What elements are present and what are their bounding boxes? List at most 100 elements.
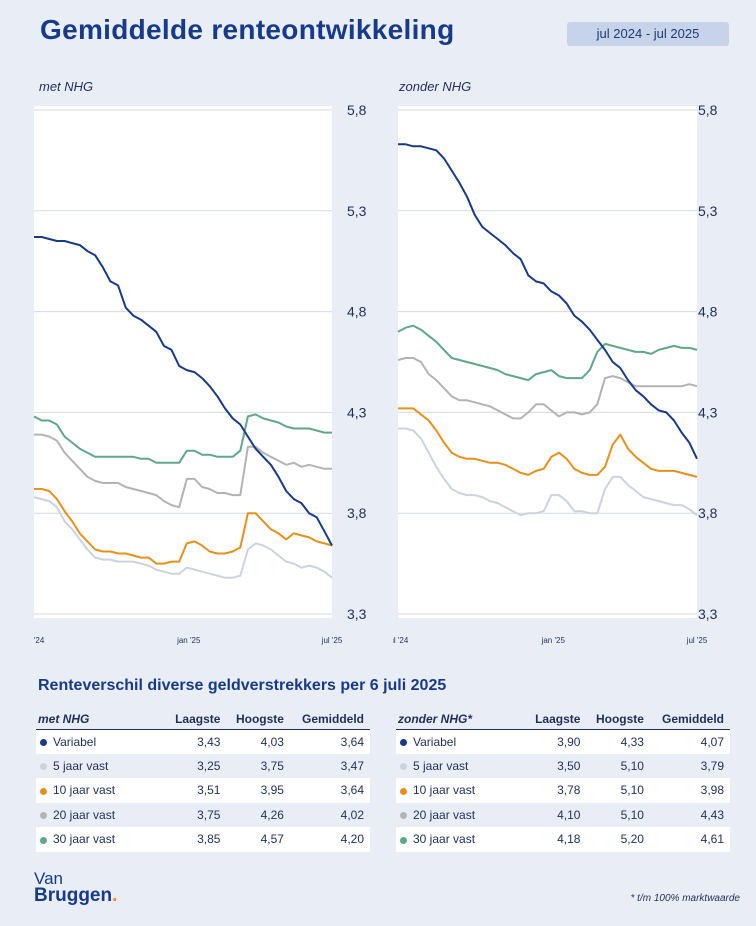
row-label: 5 jaar vast (413, 758, 469, 773)
value-cell: 4,61 (649, 827, 730, 852)
value-cell: 4,18 (526, 827, 587, 852)
series-line-20-jaar-vast (34, 433, 332, 509)
series-line-5-jaar-vast (398, 427, 698, 517)
y-tick-label: 5,3 (698, 203, 718, 219)
series-line-30-jaar-vast (33, 413, 332, 464)
y-tick-label: 4,3 (347, 404, 367, 420)
table-row: 5 jaar vast 3,25 3,75 3,47 (36, 753, 370, 778)
y-tick-label: 3,3 (347, 606, 367, 622)
table-section-title: Renteverschil diverse geldverstrekkers p… (38, 677, 447, 694)
y-tick-label: 3,3 (698, 606, 718, 622)
series-line-20-jaar-vast (397, 357, 698, 420)
value-cell: 4,20 (289, 827, 370, 852)
value-cell: 3,95 (226, 778, 290, 803)
plot-area (398, 106, 697, 618)
y-tick-label: 4,8 (698, 304, 718, 320)
legend-dot-icon (40, 738, 47, 746)
value-cell: 5,10 (586, 778, 650, 803)
value-cell: 4,03 (226, 729, 290, 754)
value-cell: 4,33 (586, 729, 650, 754)
col-hoogste: Hoogste (226, 709, 290, 730)
value-cell: 4,07 (649, 729, 730, 754)
y-tick-label: 3,8 (698, 505, 718, 521)
series-line-30-jaar-vast (397, 324, 698, 382)
value-cell: 3,51 (166, 778, 227, 803)
value-cell: 4,02 (289, 802, 370, 827)
x-tick-label: jan '25 (176, 636, 201, 645)
y-tick-label: 4,8 (347, 304, 367, 320)
chart-met-nhg: 3,3 3,8 4,3 4,8 5,3 5,8 jul '24 jan '25 jul '25 (32, 102, 367, 645)
table-row: 5 jaar vast 3,50 5,10 3,79 (396, 753, 730, 778)
period-badge: jul 2024 - jul 2025 (567, 22, 729, 46)
col-laagste: Laagste (166, 709, 227, 730)
y-tick-label: 5,8 (347, 102, 367, 118)
value-cell: 3,78 (526, 778, 587, 803)
value-cell: 3,50 (526, 753, 587, 778)
row-label: 30 jaar vast (53, 832, 116, 847)
legend-dot-icon (400, 812, 407, 820)
table-label: met NHG (36, 709, 166, 730)
legend-dot-icon (40, 787, 47, 795)
legend-dot-icon (40, 763, 47, 771)
series-line-10-jaar-vast (34, 488, 333, 565)
legend-dot-icon (40, 836, 47, 844)
legend-dot-icon (400, 738, 407, 746)
value-cell: 4,26 (226, 802, 290, 827)
legend-dot-icon (400, 836, 407, 844)
value-cell: 3,98 (649, 778, 730, 803)
series-line-5-jaar-vast (33, 496, 333, 579)
row-label: 10 jaar vast (53, 783, 116, 798)
table-row: Variabel 3,90 4,33 4,07 (396, 729, 730, 754)
y-tick-label: 5,8 (698, 102, 718, 118)
value-cell: 5,10 (586, 802, 650, 827)
value-cell: 3,25 (166, 753, 227, 778)
table-met-nhg: met NHG Laagste Hoogste Gemiddeld Variab… (36, 709, 370, 852)
row-label: 10 jaar vast (413, 783, 476, 798)
value-cell: 3,75 (166, 802, 227, 827)
legend-dot-icon (40, 812, 47, 820)
col-gemiddeld: Gemiddeld (649, 709, 730, 730)
col-hoogste: Hoogste (586, 709, 650, 730)
chart-label-met-nhg: met NHG (39, 79, 94, 94)
value-cell: 3,64 (289, 729, 370, 754)
value-cell: 3,75 (226, 753, 290, 778)
series-line-variabel (34, 236, 333, 546)
table-row: 20 jaar vast 4,10 5,10 4,43 (396, 802, 730, 827)
row-label: 30 jaar vast (413, 832, 476, 847)
plot-area (34, 106, 332, 618)
row-label: 20 jaar vast (413, 807, 476, 822)
value-cell: 3,85 (166, 827, 227, 852)
van-bruggen-logo: Van Bruggen. (34, 869, 118, 906)
y-tick-label: 5,3 (347, 203, 367, 219)
x-tick-label: jul '24 (32, 636, 45, 645)
table-row: 20 jaar vast 3,75 4,26 4,02 (36, 802, 370, 827)
row-label: Variabel (413, 734, 457, 749)
value-cell: 4,57 (226, 827, 290, 852)
series-line-variabel (398, 143, 698, 460)
value-cell: 4,43 (649, 802, 730, 827)
table-row: 30 jaar vast 4,18 5,20 4,61 (396, 827, 730, 852)
x-tick-label: jul '25 (686, 636, 708, 645)
value-cell: 3,79 (649, 753, 730, 778)
x-tick-label: jan '25 (541, 636, 566, 645)
row-label: Variabel (53, 734, 97, 749)
chart-zonder-nhg: 3,3 3,8 4,3 4,8 5,3 5,8 jul '24 jan '25 jul '25 (393, 102, 718, 645)
table-zonder-nhg: zonder NHG* Laagste Hoogste Gemiddeld Va… (396, 709, 730, 852)
col-laagste: Laagste (526, 709, 587, 730)
chart-label-zonder-nhg: zonder NHG (399, 79, 472, 94)
y-tick-label: 3,8 (347, 505, 367, 521)
col-gemiddeld: Gemiddeld (289, 709, 370, 730)
value-cell: 5,20 (586, 827, 650, 852)
series-line-10-jaar-vast (398, 407, 698, 478)
value-cell: 3,43 (166, 729, 227, 754)
x-tick-label: jul '25 (321, 636, 343, 645)
legend-dot-icon (400, 787, 407, 795)
legend-dot-icon (400, 763, 407, 771)
value-cell: 5,10 (586, 753, 650, 778)
page-title: Gemiddelde renteontwikkeling (40, 14, 455, 45)
x-tick-label: jul '24 (393, 636, 409, 645)
value-cell: 3,47 (289, 753, 370, 778)
row-label: 20 jaar vast (53, 807, 116, 822)
table-label: zonder NHG* (396, 709, 526, 730)
footnote: * t/m 100% marktwaarde (630, 893, 741, 904)
